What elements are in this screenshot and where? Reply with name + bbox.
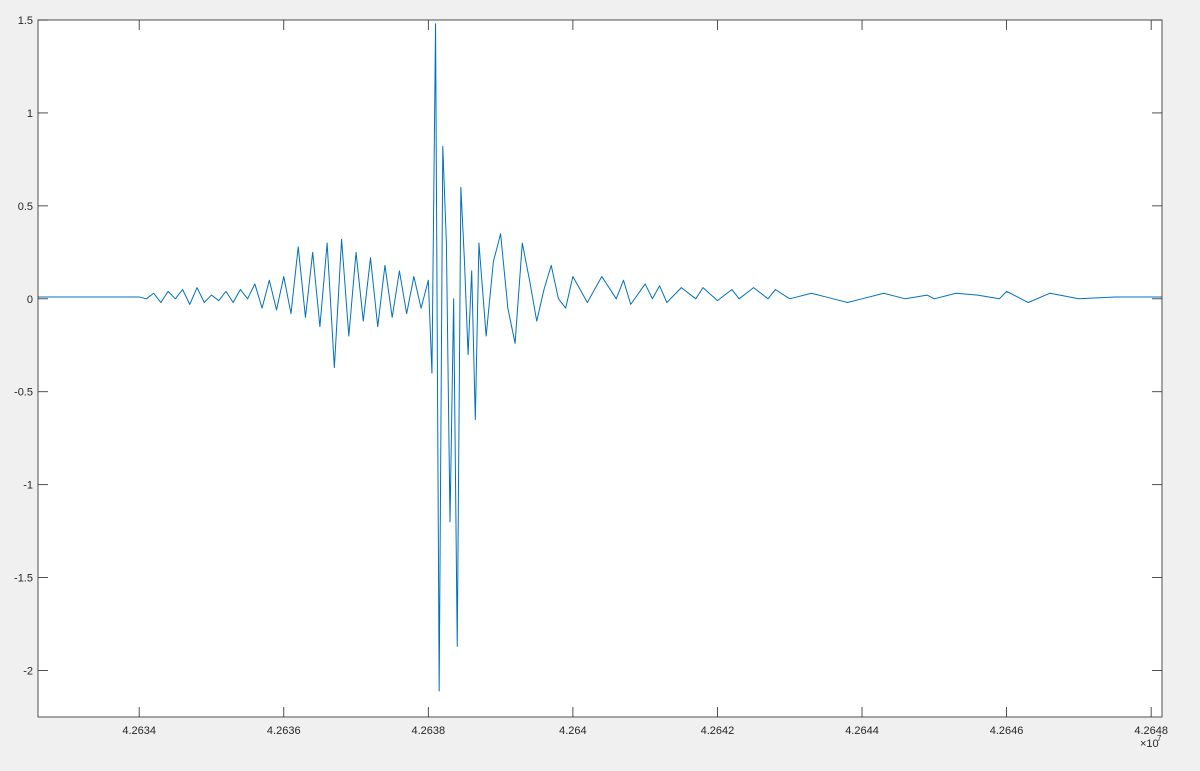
x-tick-labels: 4.2634 4.2636 4.2638 4.264 4.2642 4.2644 4.264…	[122, 725, 1168, 737]
x-exponent-label: ×10 7	[1140, 734, 1162, 750]
x-tick-label: 4.2634	[122, 725, 156, 737]
x-tick-label: 4.2648	[1134, 725, 1168, 737]
y-tick-label: 1.5	[18, 15, 33, 27]
y-tick-label: -2	[23, 666, 33, 678]
x-tick-label: 4.2642	[701, 725, 735, 737]
y-tick-label: 0	[27, 294, 33, 306]
x-tick-label: 4.2638	[411, 725, 445, 737]
x-exponent-base: ×10	[1140, 738, 1159, 750]
x-tick-label: 4.264	[559, 725, 587, 737]
x-tick-label: 4.2646	[990, 725, 1024, 737]
tick-marks	[38, 19, 1162, 717]
y-tick-label: -1.5	[14, 573, 33, 585]
y-tick-labels: -2 -1.5 -1 -0.5 0 0.5 1 1.5	[14, 15, 33, 678]
x-exponent-power: 7	[1157, 734, 1162, 743]
x-tick-label: 4.2636	[267, 725, 301, 737]
axes-box	[37, 19, 1163, 718]
x-tick-label: 4.2644	[845, 725, 879, 737]
plot-area	[38, 20, 1162, 717]
y-tick-label: -0.5	[14, 387, 33, 399]
y-tick-label: 1	[27, 108, 33, 120]
series-line	[38, 23, 1162, 692]
y-tick-label: -1	[23, 480, 33, 492]
y-tick-label: 0.5	[18, 201, 33, 213]
